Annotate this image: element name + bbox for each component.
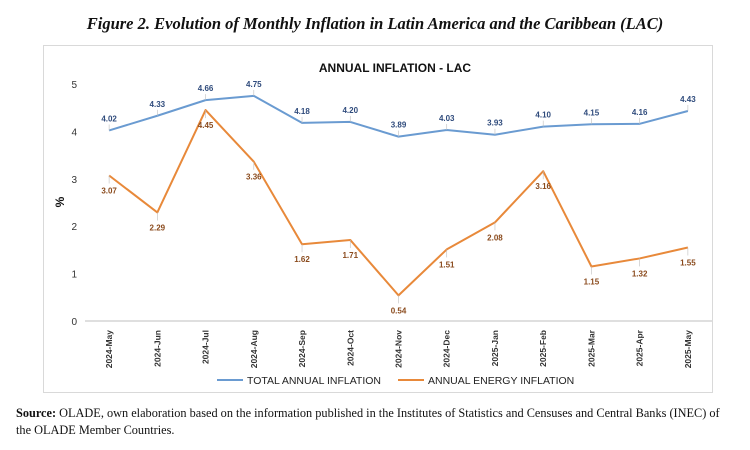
y-tick-label: 3 — [71, 175, 77, 186]
source-text: OLADE, own elaboration based on the info… — [16, 406, 720, 437]
data-label: 4.75 — [246, 80, 262, 89]
x-tick-label: 2024-Aug — [249, 330, 259, 368]
x-tick-label: 2024-Jun — [152, 330, 162, 367]
x-tick-label: 2024-Nov — [394, 330, 404, 368]
x-tick-label: 2025-Mar — [586, 329, 596, 367]
legend-label: ANNUAL ENERGY INFLATION — [428, 375, 574, 387]
data-label: 4.18 — [294, 107, 310, 116]
data-label: 4.45 — [198, 121, 214, 130]
x-tick-label: 2025-Apr — [635, 329, 645, 366]
data-label: 1.62 — [294, 255, 310, 264]
data-label: 2.29 — [150, 223, 166, 232]
x-tick-label: 2025-Jan — [490, 330, 500, 366]
chart-frame — [43, 45, 713, 393]
data-label: 1.71 — [342, 251, 358, 260]
y-axis-title: % — [53, 196, 67, 207]
data-label: 4.03 — [439, 114, 455, 123]
data-label: 3.93 — [487, 119, 503, 128]
data-label: 3.07 — [101, 186, 117, 195]
x-tick-label: 2024-Oct — [345, 330, 355, 366]
data-label: 1.32 — [632, 269, 648, 278]
y-tick-label: 4 — [71, 127, 77, 138]
data-label: 1.55 — [680, 259, 696, 268]
data-label: 4.66 — [198, 84, 214, 93]
data-label: 4.20 — [342, 106, 358, 115]
x-tick-label: 2024-Jul — [201, 330, 211, 364]
data-label: 4.02 — [101, 114, 117, 123]
line-chart: ANNUAL INFLATION - LAC% 0 1 2 3 4 5 2024-May 202… — [53, 61, 712, 387]
source-label: Source: — [16, 406, 57, 420]
data-label: 4.15 — [584, 108, 600, 117]
y-tick-label: 2 — [71, 222, 77, 233]
data-label: 3.16 — [535, 182, 551, 191]
data-label: 3.36 — [246, 173, 262, 182]
y-tick-label: 5 — [71, 80, 77, 91]
data-label: 4.43 — [680, 95, 696, 104]
data-label: 1.15 — [584, 277, 600, 286]
chart-title: ANNUAL INFLATION - LAC — [319, 61, 472, 75]
legend-label: TOTAL ANNUAL INFLATION — [247, 375, 381, 387]
x-tick-label: 2025-May — [683, 330, 693, 369]
figure-title: Figure 2. Evolution of Monthly Inflation… — [86, 14, 664, 33]
source-note: Source: OLADE, own elaboration based on … — [16, 405, 736, 439]
data-label: 1.51 — [439, 260, 455, 269]
x-tick-label: 2024-Sep — [297, 330, 307, 367]
x-tick-label: 2024-Dec — [442, 330, 452, 368]
data-label: 4.10 — [535, 111, 551, 120]
data-label: 2.08 — [487, 233, 503, 242]
y-tick-label: 1 — [71, 270, 77, 281]
x-tick-label: 2025-Feb — [538, 330, 548, 367]
data-label: 4.16 — [632, 108, 648, 117]
x-tick-label: 2024-May — [104, 330, 114, 369]
data-label: 3.89 — [391, 121, 407, 130]
energy-inflation-line — [108, 109, 689, 297]
data-label: 4.33 — [150, 100, 166, 109]
data-label: 0.54 — [391, 306, 407, 315]
y-tick-label: 0 — [71, 317, 77, 328]
